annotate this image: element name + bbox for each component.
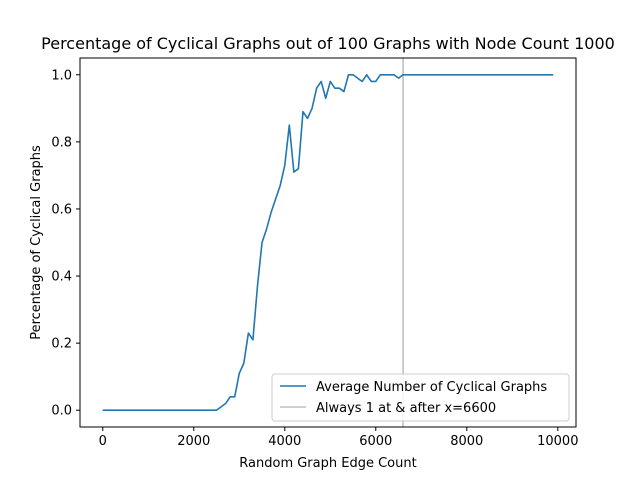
y-tick-label: 0.6 <box>51 202 72 217</box>
x-tick-label: 2000 <box>177 434 210 449</box>
axes-frame <box>79 57 577 428</box>
legend-box <box>271 373 570 422</box>
legend: Average Number of Cyclical Graphs Always… <box>271 373 570 422</box>
series-line-average <box>102 73 554 412</box>
legend-label-vline: Always 1 at & after x=6600 <box>316 401 496 416</box>
x-axis-label: Random Graph Edge Count <box>239 456 416 471</box>
y-tick-label: 0.0 <box>51 404 72 419</box>
y-axis-label: Percentage of Cyclical Graphs <box>29 145 44 340</box>
y-tick-label: 0.8 <box>51 135 72 150</box>
y-tick-label: 1.0 <box>51 68 72 83</box>
x-tick-label: 0 <box>99 434 107 449</box>
x-tick-label: 10000 <box>537 434 578 449</box>
y-tick-label: 0.2 <box>51 337 72 352</box>
y-tick-label: 0.4 <box>51 270 72 285</box>
x-tick-label: 4000 <box>268 434 301 449</box>
x-tick-label: 6000 <box>359 434 392 449</box>
legend-label-average: Average Number of Cyclical Graphs <box>316 380 547 395</box>
x-tick-label: 8000 <box>450 434 483 449</box>
chart-title: Percentage of Cyclical Graphs out of 100… <box>41 34 615 53</box>
